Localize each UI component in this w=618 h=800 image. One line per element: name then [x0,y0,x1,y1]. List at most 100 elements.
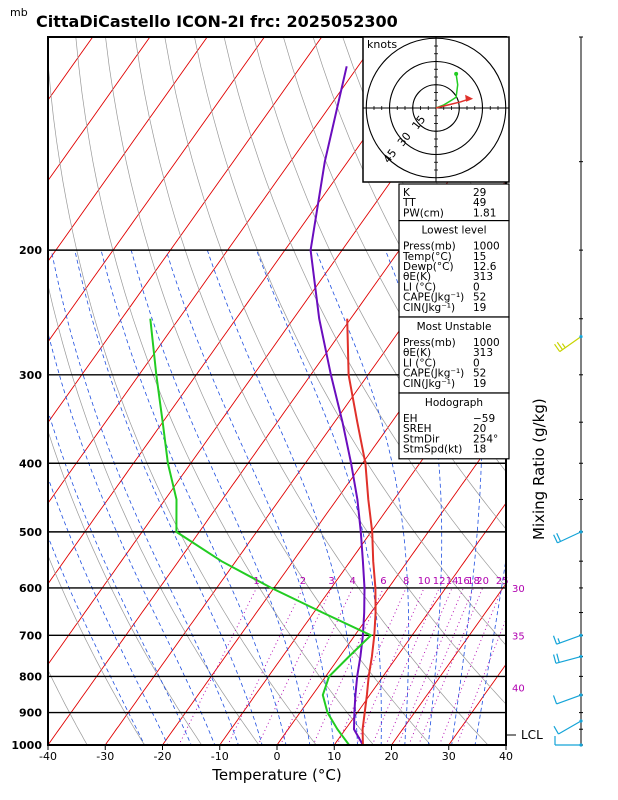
isotherm-line [48,37,208,262]
index-value: 19 [473,302,486,314]
index-value: 19 [473,378,486,390]
x-tick-label: -20 [154,750,172,763]
index-label: Dewp(°C) [403,261,454,273]
index-label: CIN(Jkg⁻¹) [403,378,455,390]
index-label: LI (°C) [403,357,436,369]
index-label: StmSpd(kt) [403,444,462,456]
moist-adiabat-line [50,250,239,745]
index-value: 0 [473,357,480,369]
index-value: 1000 [473,241,500,253]
theta-e-label: 30 [512,584,525,595]
isotherm-line [48,37,151,182]
lcl-label: LCL [521,728,543,742]
mixing-ratio-label: 18 [467,576,480,587]
x-tick-label: -30 [96,750,114,763]
index-value: 313 [473,271,493,283]
moist-adiabat-line [48,409,192,745]
mixing-ratio-label: 10 [418,576,431,587]
isotherm-line [48,37,94,101]
indices-panel: K 29 TT 49 PW(cm) 1.81 Lowest level Press(mb) 10… [398,183,510,460]
moist-adiabat-line [100,250,287,745]
index-label: CAPE(Jkg⁻¹) [403,368,464,380]
index-label: PW(cm) [403,207,444,219]
index-box-section [398,316,510,394]
index-value: 49 [473,197,486,209]
moist-adiabat-line [256,249,382,745]
dry-adiabat-line [134,37,489,745]
mixing-ratio-label: 6 [380,576,386,587]
index-label: K [403,187,411,199]
index-box-section [398,392,510,460]
pressure-unit-label: mb [10,6,28,19]
index-value: 254° [473,433,498,445]
mixing-ratio-label: 3 [328,576,334,587]
wind-barb [554,335,583,353]
mixing-ratio-line [257,587,333,745]
dry-adiabat-line [48,669,88,745]
moist-adiabat-line [48,535,146,745]
dry-adiabat-line [75,37,374,745]
background-grid [0,37,618,760]
y-tick-label: 500 [19,526,42,539]
mixing-ratio-line [438,587,503,745]
sounding-profiles [149,66,377,745]
dry-adiabat-line [550,37,618,760]
index-value: 313 [473,347,493,359]
mixing-ratio-line [227,587,304,745]
isotherm-line [390,582,506,745]
isotherm-line [48,37,437,585]
isotherm-line [505,744,506,745]
index-label: EH [403,413,418,425]
index-value: 29 [473,187,486,199]
dry-adiabat-line [164,37,506,705]
index-value: 1.81 [473,207,496,219]
dry-adiabat-line [253,37,506,530]
index-value: 52 [473,292,486,304]
mixing-ratio-label: 20 [476,576,489,587]
hodograph-units: knots [367,38,397,51]
dry-adiabat-line [48,283,260,745]
x-tick-label: -10 [211,750,229,763]
moist-adiabat-line [206,249,358,745]
index-label: Press(mb) [403,241,456,253]
x-tick-label: 30 [442,750,456,763]
index-value: 52 [473,368,486,380]
index-section-title: Lowest level [421,225,486,237]
hodograph-green-trace [435,73,459,109]
mixing-ratio-line [385,587,453,745]
moist-adiabat-line [474,556,506,745]
isotherm-line [48,37,265,343]
mixing-ratio-line [178,587,257,745]
mixing-ratio-axis-label: Mixing Ratio (g/kg) [530,398,548,540]
wind-barb [554,736,583,747]
dry-adiabat-line [105,37,432,745]
chart-title: CittaDiCastello ICON-2I frc: 2025052300 [36,12,398,31]
index-value: 15 [473,251,486,263]
mixing-ratio-line [371,587,440,745]
y-tick-label: 300 [19,369,42,382]
dry-adiabat-line [194,37,506,646]
y-tick-label: 1000 [11,739,42,752]
isotherm-line [48,37,323,424]
index-label: LI (°C) [403,281,436,293]
x-tick-label: 40 [499,750,513,763]
index-label: CAPE(Jkg⁻¹) [403,292,464,304]
wind-barb [552,653,583,664]
y-tick-label: 600 [19,582,42,595]
index-label: Press(mb) [403,337,456,349]
index-label: θE(K) [403,271,431,283]
dry-adiabat-line [0,37,38,760]
hodograph-top-point [454,71,459,76]
isotherm-line [448,663,506,745]
isotherm-line [48,99,506,745]
parcel-trace [309,66,366,745]
isotherm-line [48,37,494,666]
mixing-ratio-label: 14 [446,576,459,587]
theta-e-label: 35 [512,631,525,642]
isotherm-line [333,502,506,745]
isotherm-line [48,37,380,504]
index-value: 0 [473,281,480,293]
index-label: CIN(Jkg⁻¹) [403,302,455,314]
